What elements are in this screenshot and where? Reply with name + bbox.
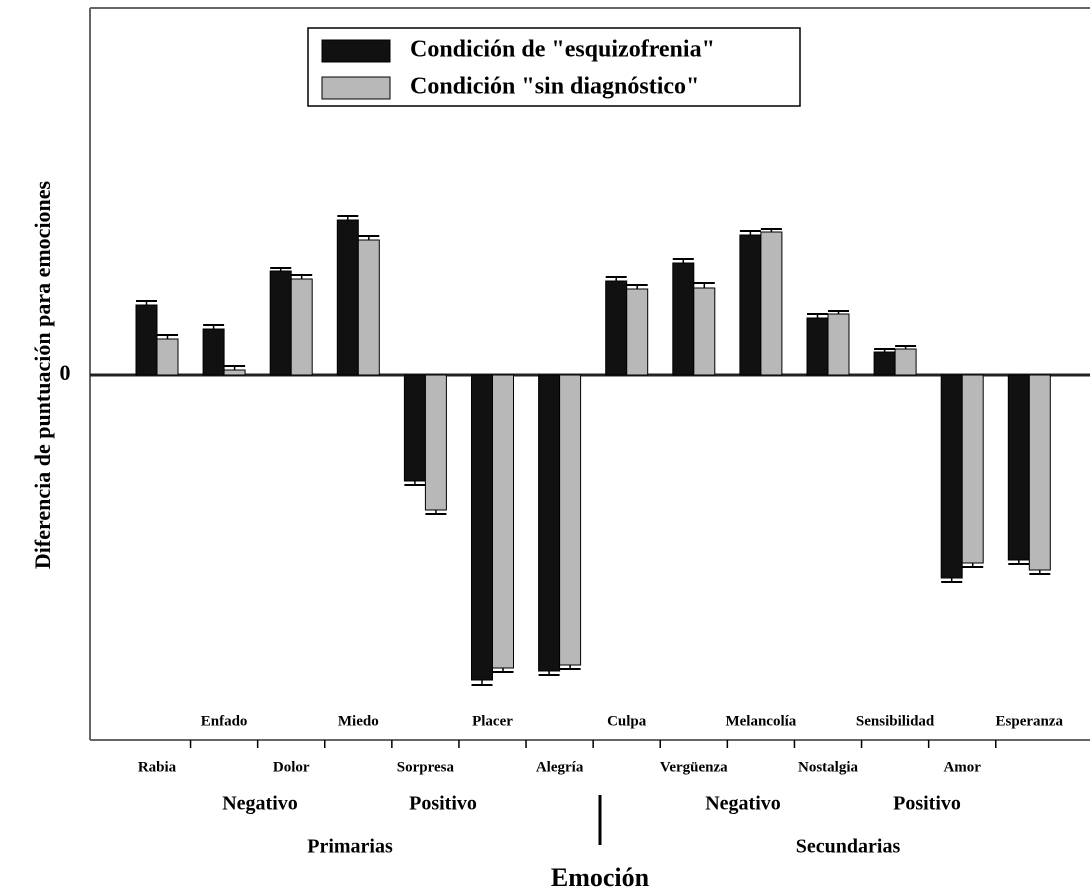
bar	[1007, 374, 1030, 561]
y-axis-title: Diferencia de puntuación para emociones	[30, 180, 55, 569]
x-tick-label: Enfado	[201, 713, 248, 729]
x-tick-label: Melancolía	[725, 713, 796, 729]
legend-label: Condición de "esquizofrenia"	[410, 37, 715, 63]
bar	[894, 348, 917, 376]
bar	[827, 313, 850, 376]
x-tick-label: Miedo	[338, 713, 379, 729]
bar	[739, 234, 762, 376]
bar	[940, 374, 963, 579]
bar	[492, 374, 514, 669]
x-tick-label: Dolor	[273, 759, 310, 775]
bar	[693, 287, 716, 376]
bar	[559, 374, 582, 666]
bar	[626, 288, 649, 376]
legend-swatch	[321, 76, 391, 100]
x-tick-label: Rabia	[138, 759, 177, 775]
x-tick-label: Sorpresa	[397, 759, 455, 775]
x-tick-label: Esperanza	[996, 713, 1064, 729]
bar	[290, 278, 313, 376]
legend-swatch	[321, 39, 391, 63]
subgroup-label: Negativo	[222, 793, 298, 815]
x-tick-label: Vergüenza	[660, 759, 728, 775]
bar	[424, 374, 447, 511]
subgroup-label: Positivo	[893, 793, 961, 815]
group-label: Secundarias	[796, 836, 901, 858]
bar	[806, 317, 829, 376]
subgroup-label: Positivo	[409, 793, 477, 815]
bar	[760, 231, 783, 376]
x-axis-title: Emoción	[551, 863, 650, 892]
bar	[538, 374, 561, 672]
bar	[961, 374, 984, 564]
subgroup-label: Negativo	[705, 793, 781, 815]
y-tick-label: 0	[60, 360, 71, 385]
bar	[605, 280, 628, 376]
bar	[223, 369, 246, 376]
bar	[403, 374, 426, 482]
bar	[202, 328, 225, 376]
x-tick-label: Alegría	[536, 759, 584, 775]
legend-label: Condición "sin diagnóstico"	[410, 74, 699, 100]
x-tick-label: Nostalgia	[798, 759, 859, 775]
x-tick-label: Placer	[472, 713, 513, 729]
x-tick-label: Amor	[943, 759, 981, 775]
bar	[357, 239, 380, 376]
bar	[672, 262, 695, 376]
group-label: Primarias	[307, 836, 393, 858]
bar	[156, 338, 179, 376]
bar	[135, 304, 158, 376]
x-tick-label: Culpa	[607, 713, 647, 729]
bar	[269, 270, 292, 376]
bar	[471, 374, 493, 681]
bar	[873, 351, 896, 376]
x-tick-label: Sensibilidad	[856, 713, 935, 729]
bar	[336, 219, 359, 376]
bar	[1028, 374, 1051, 571]
